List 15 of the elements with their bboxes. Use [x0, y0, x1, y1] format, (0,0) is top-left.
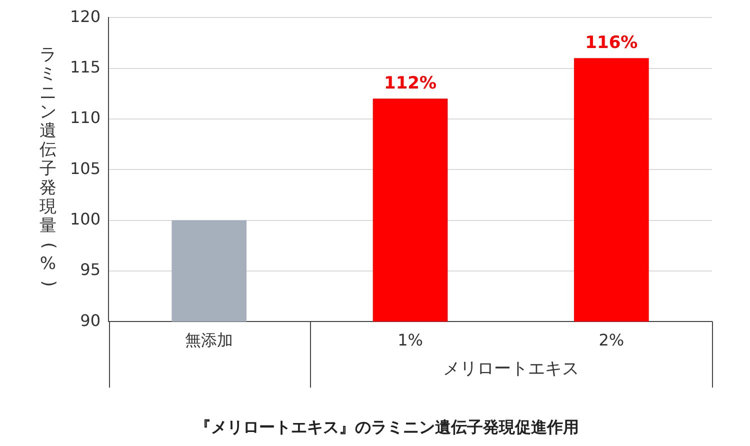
- y-tick-label: 95: [80, 260, 101, 280]
- x-tick-label: 2%: [598, 330, 624, 350]
- y-tick-label: 110: [70, 108, 101, 128]
- y-tick-label: 115: [70, 57, 101, 76]
- data-label: 112%: [384, 74, 437, 94]
- y-tick-label: 90: [80, 310, 101, 330]
- y-tick-label: 105: [70, 158, 101, 178]
- y-tick-label: 100: [70, 209, 101, 228]
- text: ラミニン遺伝子発現量(%): [38, 45, 59, 287]
- x-tick-label: 無添加: [185, 330, 234, 350]
- data-label: 116%: [585, 33, 638, 54]
- y-tick-label: 120: [70, 6, 101, 26]
- x-tick-label: 1%: [398, 330, 423, 350]
- text: 『メリロートエキス』のラミニン遺伝子発現促進作用: [195, 418, 579, 437]
- x-axis-title: メリロートエキス: [442, 359, 579, 380]
